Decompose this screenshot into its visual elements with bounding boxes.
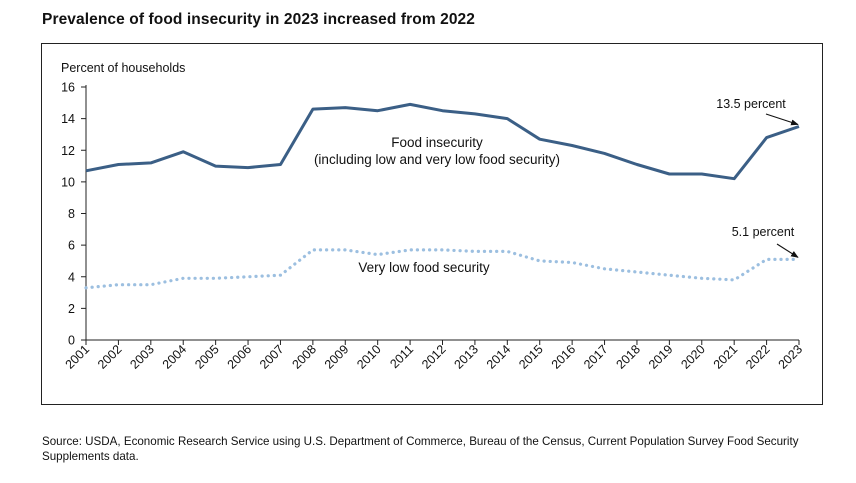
x-tick-label: 2007 xyxy=(257,342,287,372)
y-tick-label: 16 xyxy=(61,81,75,95)
x-tick-label: 2003 xyxy=(127,342,157,372)
series-label: (including low and very low food securit… xyxy=(314,152,560,167)
x-tick-label: 2018 xyxy=(614,342,644,372)
annotation-label: 5.1 percent xyxy=(732,225,795,239)
y-tick-label: 10 xyxy=(61,175,75,189)
x-tick-label: 2012 xyxy=(419,342,449,372)
x-tick-label: 2023 xyxy=(776,342,806,372)
food-insecurity-line xyxy=(85,102,800,181)
x-tick-label: 2015 xyxy=(516,342,546,372)
y-tick-label: 0 xyxy=(68,334,75,348)
x-tick-label: 2011 xyxy=(387,342,416,371)
x-tick-label: 2002 xyxy=(95,342,125,372)
x-tick-label: 2006 xyxy=(225,342,255,372)
very-low-food-security-line xyxy=(84,248,801,290)
x-tick-label: 2017 xyxy=(581,342,611,372)
x-tick-label: 2013 xyxy=(451,342,481,372)
x-tick-label: 2014 xyxy=(484,342,514,372)
y-tick-label: 8 xyxy=(68,207,75,221)
chart-title: Prevalence of food insecurity in 2023 in… xyxy=(42,11,475,28)
y-tick-label: 6 xyxy=(68,239,75,253)
series-label: Very low food security xyxy=(358,260,490,275)
x-tick-label: 2020 xyxy=(678,342,708,372)
y-tick-label: 4 xyxy=(68,270,75,284)
source-note: Source: USDA, Economic Research Service … xyxy=(42,435,799,463)
x-tick-label: 2004 xyxy=(160,342,190,372)
x-tick-label: 2009 xyxy=(322,342,352,372)
x-tick-label: 2010 xyxy=(354,342,384,372)
annotation-label: 13.5 percent xyxy=(716,97,786,111)
x-tick-label: 2019 xyxy=(646,342,676,372)
y-tick-label: 12 xyxy=(61,144,75,158)
x-tick-label: 2001 xyxy=(63,342,93,372)
annotation-arrow xyxy=(776,243,799,258)
y-axis-label: Percent of households xyxy=(61,61,185,75)
series-label: Food insecurity xyxy=(391,135,483,150)
annotation-arrow xyxy=(765,113,799,126)
x-tick-label: 2016 xyxy=(549,342,579,372)
y-tick-label: 14 xyxy=(61,112,75,126)
x-tick-label: 2021 xyxy=(711,342,741,372)
y-tick-label: 2 xyxy=(68,302,75,316)
x-tick-label: 2005 xyxy=(192,342,222,372)
chart-frame xyxy=(41,43,823,405)
x-tick-label: 2022 xyxy=(743,342,773,372)
x-tick-label: 2008 xyxy=(289,342,319,372)
